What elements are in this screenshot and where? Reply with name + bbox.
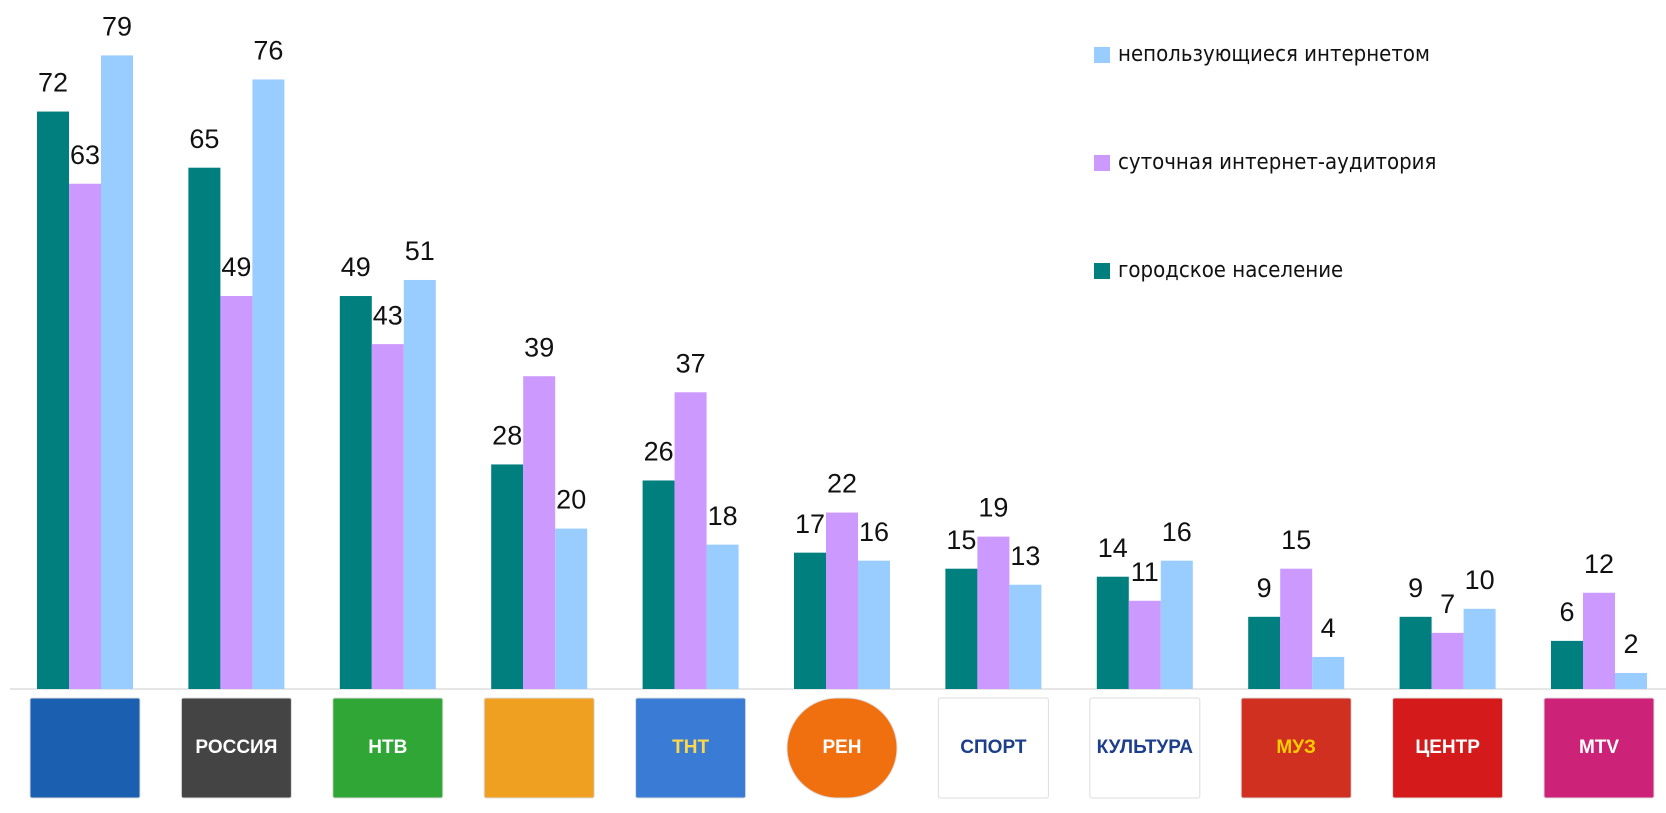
legend-label: суточная интернет-аудитория (1118, 150, 1436, 175)
value-label: 39 (524, 332, 554, 362)
value-label: 7 (1440, 589, 1455, 619)
value-label: 49 (341, 252, 371, 282)
legend-label: непользующиеся интернетом (1118, 42, 1430, 67)
value-label: 63 (70, 140, 100, 170)
value-label: 65 (189, 124, 219, 154)
value-label: 15 (946, 525, 976, 555)
value-label: 15 (1281, 525, 1311, 555)
bar (858, 560, 890, 689)
value-label: 4 (1321, 613, 1336, 643)
value-label: 9 (1408, 573, 1423, 603)
channel-logo (180, 697, 292, 799)
bar (37, 111, 69, 689)
value-label: 43 (373, 300, 403, 330)
bar (188, 167, 221, 689)
bar (403, 279, 436, 689)
bar (101, 55, 133, 690)
value-label: 6 (1559, 597, 1574, 627)
bar (1399, 616, 1432, 689)
value-label: 10 (1465, 565, 1495, 595)
value-label: 22 (827, 469, 857, 499)
x-tick-label: СПОРТ (960, 737, 1027, 758)
bar (1431, 632, 1464, 689)
value-label: 2 (1623, 629, 1638, 659)
x-tick-label: НТВ (368, 737, 407, 758)
bar (523, 376, 556, 689)
bar (945, 568, 978, 689)
x-tick-label: МУЗ (1276, 737, 1316, 758)
bar (1280, 568, 1313, 689)
value-label: 14 (1098, 533, 1128, 563)
bar (69, 183, 101, 690)
value-label: 17 (795, 509, 825, 539)
value-label: 13 (1010, 541, 1040, 571)
legend-swatch (1094, 263, 1110, 279)
value-label: 16 (859, 517, 889, 547)
bar (977, 536, 1010, 689)
x-tick-label: РОССИЯ (195, 737, 277, 758)
bar (252, 79, 285, 690)
bar (491, 464, 524, 689)
channel-logo (1543, 697, 1655, 799)
value-label: 16 (1162, 517, 1192, 547)
channel-logo (29, 697, 141, 799)
channel-logo (1240, 697, 1352, 799)
legend-label: городское население (1118, 258, 1343, 283)
bar (1128, 600, 1161, 689)
x-tick-label: ЦЕНТР (1415, 737, 1480, 758)
bar (1551, 640, 1583, 689)
value-label: 18 (708, 501, 738, 531)
bar (1248, 616, 1281, 689)
channel-logo (332, 697, 444, 799)
bar (706, 544, 739, 689)
bar (674, 392, 707, 689)
channel-logo (1392, 697, 1504, 799)
bar (1463, 608, 1496, 689)
legend-swatch (1094, 47, 1110, 63)
value-label: 49 (221, 252, 251, 282)
bar (555, 528, 588, 689)
bar (1583, 592, 1615, 689)
value-label: 11 (1131, 557, 1159, 587)
x-tick-label: КУЛЬТУРА (1097, 737, 1194, 758)
value-label: 26 (644, 437, 674, 467)
channel-logo (635, 697, 747, 799)
value-label: 28 (492, 421, 522, 451)
x-tick-label: РЕН (822, 737, 861, 758)
bar (826, 512, 858, 689)
x-tick-label: MTV (1579, 737, 1619, 758)
value-label: 76 (253, 36, 283, 66)
channel-logo (483, 697, 595, 799)
channel-logo (1089, 697, 1201, 799)
bar (1615, 672, 1647, 689)
value-label: 9 (1257, 573, 1272, 603)
bar (371, 344, 404, 689)
bar (220, 296, 253, 689)
legend-swatch (1094, 155, 1110, 171)
bar (794, 552, 826, 689)
bar (1096, 576, 1129, 689)
channel-logo (937, 697, 1049, 799)
channel-logo (786, 697, 898, 799)
value-label: 20 (556, 485, 586, 515)
bar (1009, 584, 1042, 689)
value-label: 79 (102, 12, 132, 42)
bar (1312, 656, 1345, 689)
value-label: 37 (676, 348, 706, 378)
value-label: 51 (405, 236, 435, 266)
bar (339, 296, 372, 689)
bar (1160, 560, 1193, 689)
x-tick-label: ТНТ (672, 737, 709, 758)
value-label: 12 (1584, 549, 1614, 579)
value-label: 72 (38, 68, 68, 98)
value-label: 19 (978, 493, 1008, 523)
bar (642, 480, 675, 689)
